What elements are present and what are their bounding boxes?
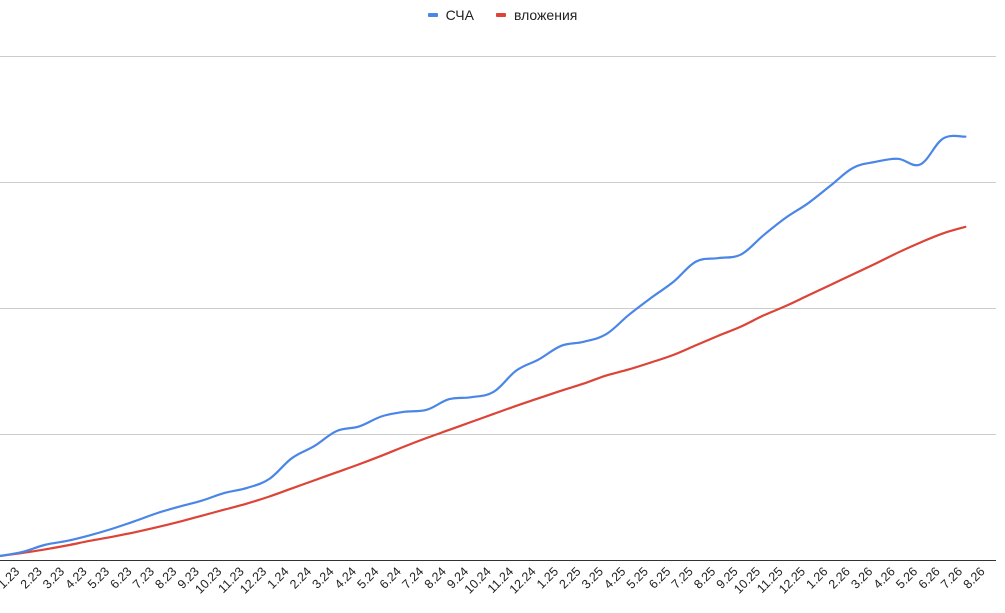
x-tick-label: 1.23 <box>0 564 22 591</box>
x-tick-label: 8.23 <box>152 564 179 591</box>
x-tick-label: 6.25 <box>646 564 673 591</box>
x-tick-label: 3.23 <box>40 564 67 591</box>
legend-swatch-sca <box>427 13 438 17</box>
x-tick-label: 2.26 <box>826 564 853 591</box>
x-tick-label: 2.23 <box>18 564 45 591</box>
x-tick-label: 4.25 <box>601 564 628 591</box>
series-line-sca <box>0 134 967 558</box>
x-tick-label: 6.23 <box>107 564 134 591</box>
x-tick-label: 3.25 <box>579 564 606 591</box>
x-tick-label: 6.24 <box>377 564 404 591</box>
x-tick-label: 8.26 <box>961 564 988 591</box>
legend-item-sca: СЧА <box>427 7 474 23</box>
x-tick-label: 4.26 <box>871 564 898 591</box>
x-tick-label: 2.24 <box>287 564 314 591</box>
x-tick-label: 7.24 <box>399 564 426 591</box>
x-tick-label: 4.23 <box>63 564 90 591</box>
legend-swatch-investments <box>495 13 506 17</box>
x-tick-label: 7.23 <box>130 564 157 591</box>
x-tick-label: 8.24 <box>422 564 449 591</box>
x-tick-label: 5.25 <box>624 564 651 591</box>
x-tick-label: 4.24 <box>332 564 359 591</box>
legend: СЧА вложения <box>0 7 1005 23</box>
legend-label-investments: вложения <box>513 7 578 23</box>
x-tick-label: 7.25 <box>669 564 696 591</box>
x-tick-label: 5.26 <box>893 564 920 591</box>
x-tick-label: 1.25 <box>534 564 561 591</box>
legend-label-sca: СЧА <box>445 7 474 23</box>
legend-item-investments: вложения <box>495 7 578 23</box>
x-tick-label: 5.24 <box>354 564 381 591</box>
series-line-investments <box>0 225 967 558</box>
x-tick-label: 1.26 <box>803 564 830 591</box>
x-tick-label: 3.26 <box>848 564 875 591</box>
x-tick-label: 1.24 <box>265 564 292 591</box>
x-tick-label: 3.24 <box>310 564 337 591</box>
x-tick-label: 2.25 <box>556 564 583 591</box>
x-tick-label: 7.26 <box>938 564 965 591</box>
x-tick-label: 5.23 <box>85 564 112 591</box>
x-tick-label: 6.26 <box>916 564 943 591</box>
x-tick-label: 8.25 <box>691 564 718 591</box>
